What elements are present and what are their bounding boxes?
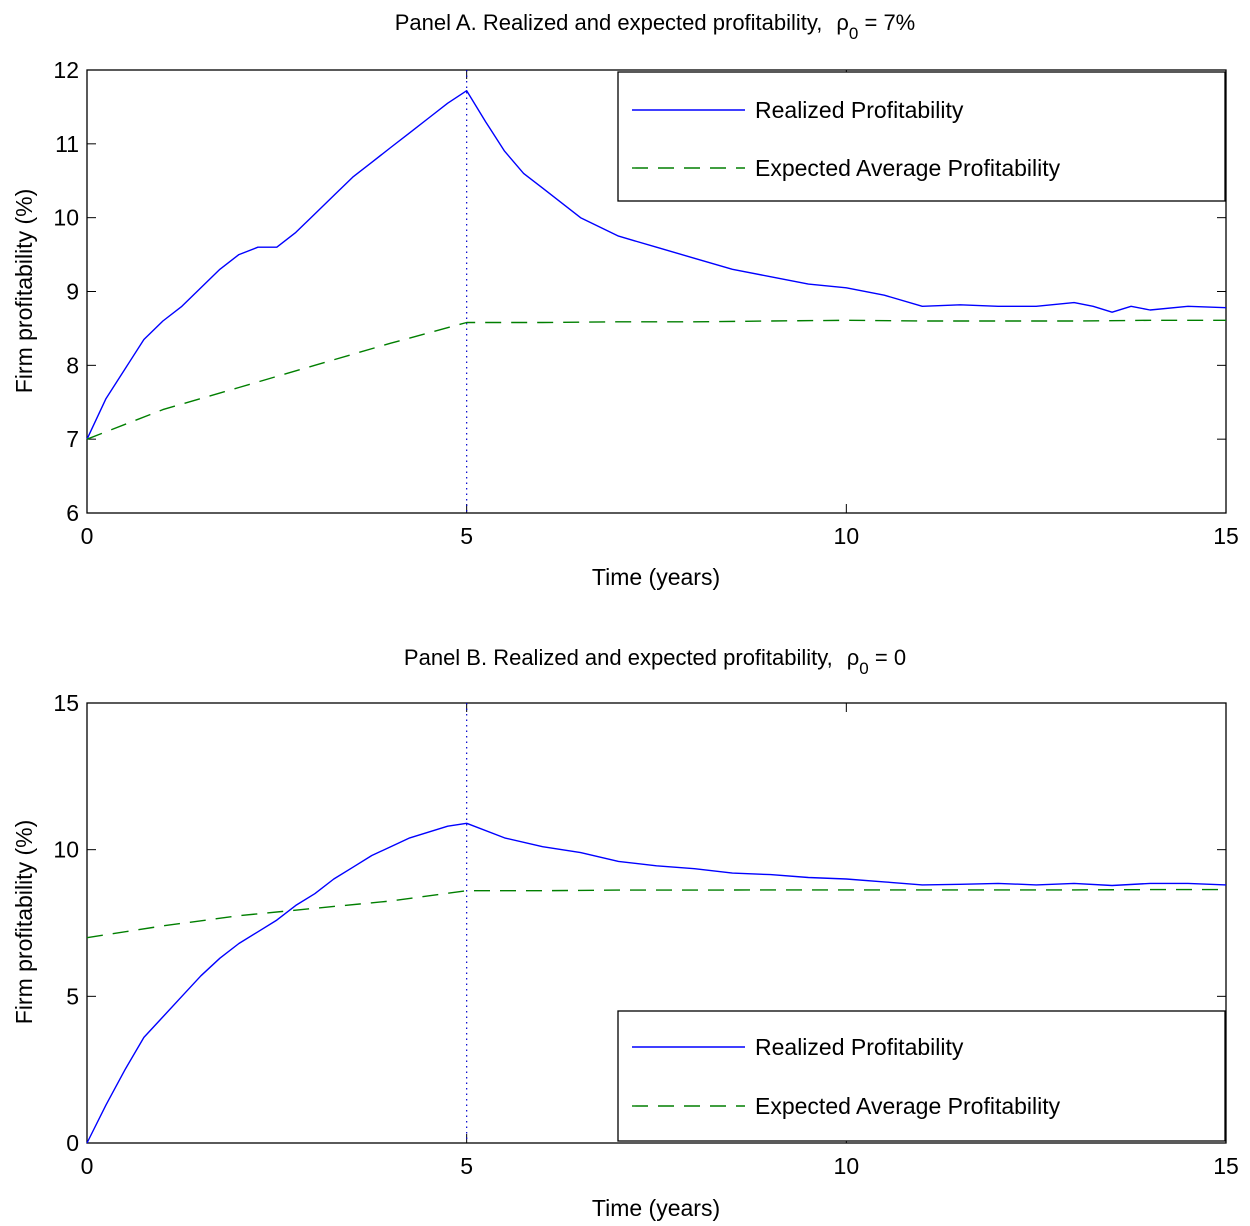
panel-b-y-tick-label: 0 xyxy=(66,1130,79,1156)
panel-b-legend-expected-label: Expected Average Profitability xyxy=(755,1093,1061,1119)
panel-b-legend-realized-label: Realized Profitability xyxy=(755,1034,964,1060)
panel-b-title: Panel B. Realized and expected profitabi… xyxy=(404,645,906,678)
panel-a-x-axis-label: Time (years) xyxy=(592,564,720,590)
panel-a-y-tick-label: 10 xyxy=(53,205,79,231)
panel-a-legend-realized-label: Realized Profitability xyxy=(755,97,964,123)
panel-a-y-axis-label: Firm profitability (%) xyxy=(11,189,37,393)
panel-b-legend: Realized Profitability Expected Average … xyxy=(617,1010,1226,1142)
panel-a-title: Panel A. Realized and expected profitabi… xyxy=(395,10,916,43)
panel-a-y-tick-label: 11 xyxy=(55,131,79,157)
panel-b-y-tick-label: 10 xyxy=(53,837,79,863)
panel-a-legend: Realized Profitability Expected Average … xyxy=(617,71,1226,202)
panel-a-legend-expected-label: Expected Average Profitability xyxy=(755,155,1061,181)
panel-b-chart: Panel B. Realized and expected profitabi… xyxy=(11,645,1239,1221)
panel-a-x-tick-label: 5 xyxy=(460,523,473,549)
panel-a-x-tick-label: 10 xyxy=(834,523,860,549)
panel-a-expected-average-profitability-line xyxy=(86,319,1226,440)
panel-a-y-tick-label: 9 xyxy=(66,279,79,305)
panel-b-realized-profitability-line xyxy=(86,822,1227,1144)
panel-b-y-axis-label: Firm profitability (%) xyxy=(11,820,37,1024)
panel-a-tick-labels: 0 5 10 15 6 7 8 9 10 11 12 xyxy=(53,57,1238,549)
panel-a-legend-box xyxy=(617,71,1226,202)
panel-a-y-tick-label: 7 xyxy=(66,426,79,452)
panel-b-series xyxy=(86,822,1227,1144)
panel-b-plot-area xyxy=(86,702,1227,1144)
panel-a-series xyxy=(86,89,1227,440)
panel-b-expected-average-profitability-line xyxy=(86,888,1226,939)
panel-b-x-axis-label: Time (years) xyxy=(592,1195,720,1221)
panel-a-x-tick-label: 0 xyxy=(81,523,94,549)
panel-b-x-tick-label: 5 xyxy=(460,1153,473,1179)
panel-a-y-tick-label: 8 xyxy=(66,352,79,378)
panel-a-x-tick-label: 15 xyxy=(1213,523,1239,549)
panel-a-realized-profitability-line xyxy=(86,89,1227,440)
panel-b-x-tick-label: 15 xyxy=(1213,1153,1239,1179)
panel-a-y-tick-label: 12 xyxy=(53,57,79,83)
panel-b-y-tick-label: 5 xyxy=(66,983,79,1009)
panel-b-y-tick-label: 15 xyxy=(53,690,79,716)
panel-a-y-tick-label: 6 xyxy=(66,500,79,526)
panel-a-ticks xyxy=(86,69,1227,514)
panel-b-tick-labels: 0 5 10 15 0 5 10 15 xyxy=(53,690,1238,1179)
panel-a-chart: Panel A. Realized and expected profitabi… xyxy=(11,10,1239,590)
panel-b-x-tick-label: 0 xyxy=(81,1153,94,1179)
panel-b-legend-box xyxy=(617,1010,1226,1142)
panel-b-x-tick-label: 10 xyxy=(834,1153,860,1179)
